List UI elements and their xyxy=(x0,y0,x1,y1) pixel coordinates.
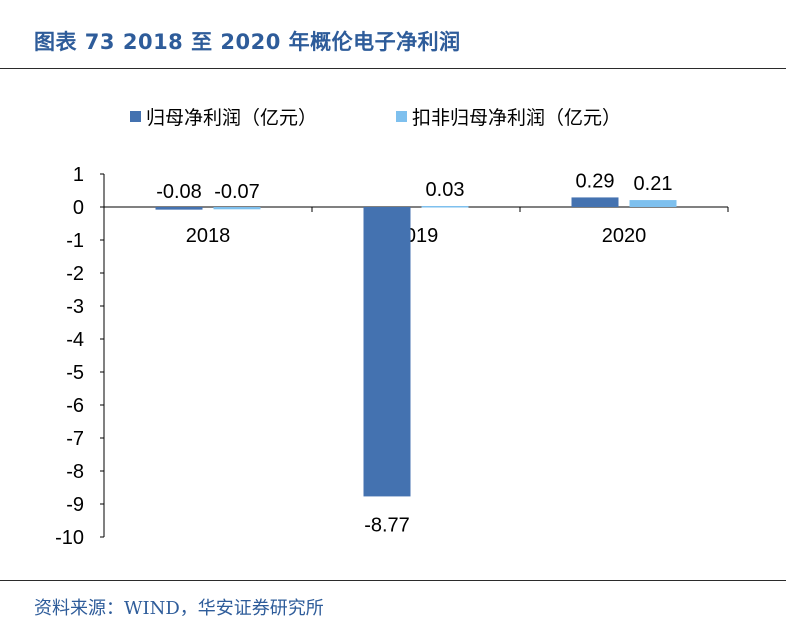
y-tick-label: -4 xyxy=(66,329,84,351)
data-label-series2-2018: -0.07 xyxy=(214,181,260,203)
y-tick-label: 0 xyxy=(73,197,84,219)
bar-series2-2018 xyxy=(213,207,261,210)
bar-series2-2020 xyxy=(629,200,677,207)
x-tick-label-2018: 2018 xyxy=(186,225,231,247)
data-label-series2-2019: 0.03 xyxy=(426,179,465,201)
bar-series1-2018 xyxy=(155,207,203,210)
source-note: 资料来源：WIND，华安证券研究所 xyxy=(34,598,324,619)
data-label-series2-2020: 0.21 xyxy=(634,173,673,195)
y-tick-label: -10 xyxy=(55,527,84,549)
y-tick-label: -9 xyxy=(66,494,84,516)
bar-series1-2019 xyxy=(363,207,411,497)
y-tick-label: -8 xyxy=(66,461,84,483)
legend-swatch-1 xyxy=(130,111,141,122)
y-tick-label: -2 xyxy=(66,263,84,285)
legend-label-2: 扣非归母净利润（亿元） xyxy=(412,107,621,129)
bar-series2-2019 xyxy=(421,206,469,208)
bar-series1-2020 xyxy=(571,197,619,207)
data-label-series1-2019: -8.77 xyxy=(364,514,410,536)
top-divider xyxy=(0,68,786,69)
data-label-series1-2020: 0.29 xyxy=(576,170,615,192)
y-tick-label: -3 xyxy=(66,296,84,318)
chart-title: 图表 73 2018 至 2020 年概伦电子净利润 xyxy=(34,30,461,54)
legend-swatch-2 xyxy=(396,111,407,122)
legend-label-1: 归母净利润（亿元） xyxy=(146,107,317,129)
data-label-series1-2018: -0.08 xyxy=(156,181,202,203)
y-tick-label: -5 xyxy=(66,362,84,384)
y-tick-label: 1 xyxy=(73,164,84,186)
x-tick-label-2020: 2020 xyxy=(602,225,647,247)
bottom-divider xyxy=(0,580,786,581)
y-tick-label: -6 xyxy=(66,395,84,417)
y-tick-label: -1 xyxy=(66,230,84,252)
y-tick-label: -7 xyxy=(66,428,84,450)
